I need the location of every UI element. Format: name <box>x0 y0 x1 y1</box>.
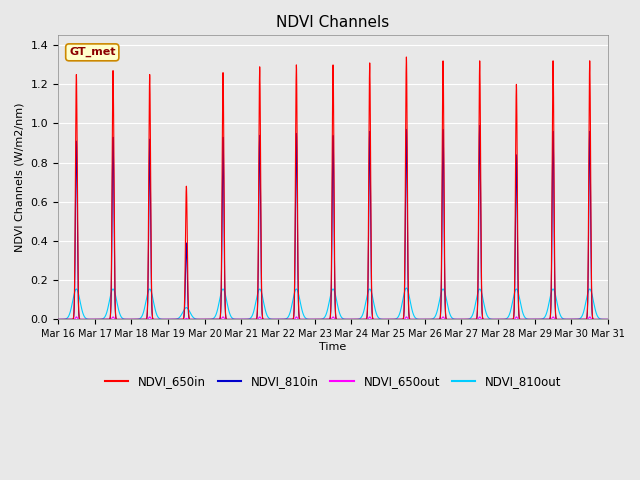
NDVI_810out <box>602 316 610 322</box>
Y-axis label: NDVI Channels (W/m2/nm): NDVI Channels (W/m2/nm) <box>15 103 25 252</box>
Legend: NDVI_650in, NDVI_810in, NDVI_650out, NDVI_810out: NDVI_650in, NDVI_810in, NDVI_650out, NDV… <box>100 371 566 393</box>
NDVI_810out <box>604 316 612 322</box>
NDVI_650in <box>487 316 495 322</box>
NDVI_650out <box>260 316 268 322</box>
NDVI_650out <box>602 316 610 322</box>
NDVI_810in <box>604 316 612 322</box>
NDVI_650in <box>602 316 610 322</box>
NDVI_810in <box>260 316 268 322</box>
NDVI_650in <box>260 316 268 322</box>
Line: NDVI_810in: NDVI_810in <box>58 125 608 319</box>
NDVI_650in <box>604 316 612 322</box>
NDVI_650out <box>54 316 62 322</box>
NDVI_810out <box>54 316 62 322</box>
NDVI_650in <box>409 316 417 322</box>
NDVI_810in <box>166 316 173 322</box>
NDVI_650in <box>172 316 179 322</box>
X-axis label: Time: Time <box>319 342 347 352</box>
NDVI_650in <box>166 316 173 322</box>
NDVI_810in <box>476 122 484 128</box>
Line: NDVI_650out: NDVI_650out <box>58 317 608 319</box>
NDVI_810out <box>403 285 410 291</box>
NDVI_810in <box>172 316 179 322</box>
NDVI_650out <box>172 316 180 322</box>
Line: NDVI_810out: NDVI_810out <box>58 288 608 319</box>
NDVI_650out <box>487 316 495 322</box>
NDVI_810out <box>172 316 179 322</box>
NDVI_810in <box>602 316 610 322</box>
NDVI_810out <box>409 310 417 316</box>
NDVI_650out <box>166 316 174 322</box>
NDVI_810out <box>487 316 495 322</box>
Line: NDVI_650in: NDVI_650in <box>58 57 608 319</box>
Title: NDVI Channels: NDVI Channels <box>276 15 390 30</box>
NDVI_650out <box>72 314 80 320</box>
NDVI_650in <box>54 316 62 322</box>
NDVI_810in <box>487 316 495 322</box>
NDVI_810out <box>166 316 173 322</box>
Text: GT_met: GT_met <box>69 47 116 58</box>
NDVI_650out <box>604 316 612 322</box>
NDVI_650out <box>409 316 417 322</box>
NDVI_810out <box>260 301 268 307</box>
NDVI_650in <box>403 54 410 60</box>
NDVI_810in <box>54 316 62 322</box>
NDVI_810in <box>409 316 417 322</box>
